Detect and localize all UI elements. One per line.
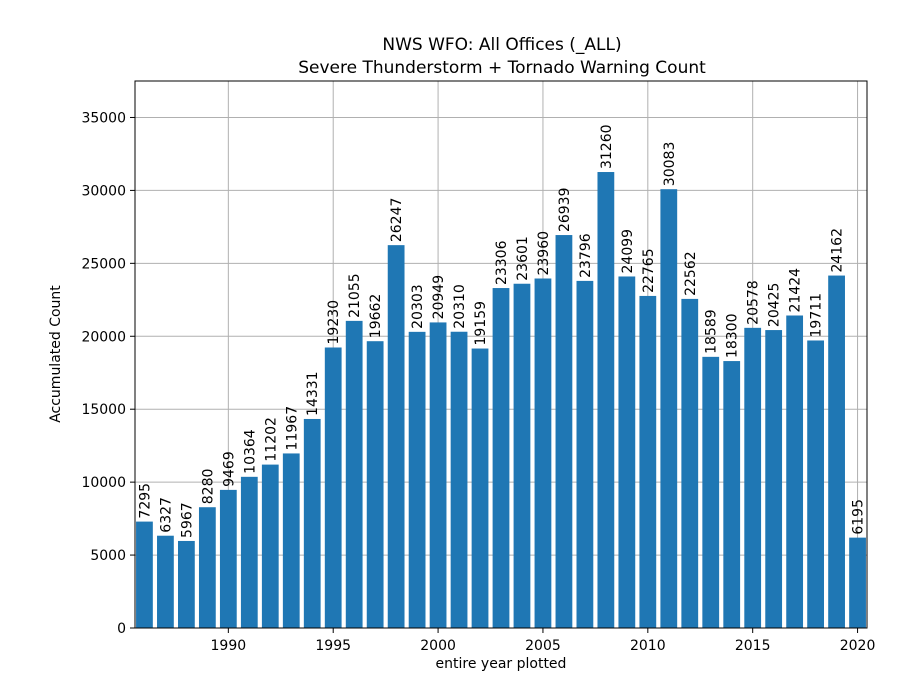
bar-2020: [849, 537, 866, 628]
bar-2006: [555, 235, 573, 628]
bar-label-1993: 11967: [284, 406, 300, 451]
y-tick-label-20000: 20000: [81, 329, 126, 345]
bar-2004: [513, 283, 531, 628]
bar-label-2015: 20578: [746, 280, 762, 325]
x-tick-label-2005: 2005: [525, 638, 561, 654]
x-axis: 1990 1995 2000 2005 2010 2015 2020: [211, 628, 876, 654]
bar-2015: [744, 327, 762, 628]
bar-1995: [324, 347, 342, 628]
bar-2016: [765, 330, 783, 628]
x-tick-label-2015: 2015: [735, 638, 771, 654]
bar-2000: [429, 322, 447, 628]
bar-label-2016: 20425: [767, 283, 783, 328]
bar-1996: [345, 320, 363, 628]
y-axis: 0 5000 10000 15000 20000 25000 30000 35000: [81, 110, 135, 637]
bar-2001: [450, 331, 468, 628]
bar-label-2003: 23306: [494, 240, 510, 285]
y-tick-label-5000: 5000: [90, 548, 126, 564]
bar-2012: [681, 298, 699, 628]
bar-label-1986: 7295: [137, 483, 153, 519]
bar-2003: [492, 288, 510, 628]
bar-2018: [807, 340, 825, 628]
bar-label-1989: 8280: [200, 469, 216, 505]
bar-2013: [702, 356, 720, 628]
bar-2014: [723, 361, 741, 628]
bar-label-2012: 22562: [683, 251, 699, 296]
bar-1987: [157, 535, 174, 628]
bar-label-2018: 19711: [809, 293, 825, 338]
bar-label-2014: 18300: [725, 314, 741, 359]
x-tick-label-2020: 2020: [840, 638, 876, 654]
bar-label-1988: 5967: [179, 502, 195, 538]
y-tick-label-0: 0: [117, 621, 126, 637]
bar-label-1990: 9469: [221, 451, 237, 487]
bar-label-2002: 19159: [473, 301, 489, 346]
bar-label-2010: 22765: [641, 248, 657, 293]
bar-2009: [618, 276, 636, 628]
bar-2011: [660, 189, 678, 628]
y-tick-label-25000: 25000: [81, 256, 126, 272]
x-axis-label: entire year plotted: [436, 656, 567, 672]
bar-2005: [534, 278, 552, 628]
chart-subtitle: Severe Thunderstorm + Tornado Warning Co…: [298, 58, 706, 78]
x-tick-label-1990: 1990: [211, 638, 247, 654]
bar-label-2004: 23601: [515, 236, 531, 281]
bar-label-1996: 21055: [347, 273, 363, 318]
bar-2017: [786, 315, 804, 628]
bar-2008: [597, 172, 615, 628]
y-tick-label-10000: 10000: [81, 475, 126, 491]
bar-label-1997: 19662: [368, 294, 384, 339]
y-axis-label: Accumulated Count: [48, 285, 64, 423]
bar-1992: [261, 464, 279, 628]
bar-2019: [828, 275, 845, 628]
bars: [136, 172, 866, 629]
x-tick-label-2010: 2010: [630, 638, 666, 654]
y-tick-label-30000: 30000: [81, 183, 126, 199]
bar-labels: 7295 6327 5967 8280 9469 10364 11202 11967 14331…: [137, 124, 866, 537]
bar-label-2006: 26939: [557, 188, 573, 233]
bar-1994: [303, 418, 321, 628]
y-tick-label-15000: 15000: [81, 402, 126, 418]
bar-1993: [282, 453, 300, 628]
bar-label-1991: 10364: [242, 429, 258, 474]
bar-1989: [198, 507, 216, 628]
bar-2010: [639, 295, 657, 628]
bar-label-2007: 23796: [578, 233, 594, 278]
bar-label-2019: 24162: [830, 228, 846, 273]
bar-label-1987: 6327: [158, 497, 174, 533]
bar-1998: [387, 245, 405, 629]
bar-label-2013: 18589: [704, 309, 720, 354]
bar-label-1998: 26247: [389, 198, 405, 243]
bar-1986: [136, 521, 153, 628]
bar-label-1999: 20303: [410, 284, 426, 329]
bar-1997: [366, 341, 384, 628]
bar-1999: [408, 331, 426, 628]
x-tick-label-1995: 1995: [315, 638, 351, 654]
y-tick-label-35000: 35000: [81, 110, 126, 126]
bar-1991: [240, 476, 258, 628]
bar-label-2001: 20310: [452, 284, 468, 329]
bar-2007: [576, 280, 594, 628]
bar-label-2011: 30083: [662, 142, 678, 187]
bar-label-2000: 20949: [431, 275, 447, 320]
chart-title: NWS WFO: All Offices (_ALL): [382, 35, 621, 55]
plot-frame: [134, 80, 868, 629]
bar-label-1994: 14331: [305, 371, 321, 416]
bar-label-2005: 23960: [536, 231, 552, 276]
bar-label-2017: 21424: [788, 268, 804, 313]
bar-label-2020: 6195: [851, 499, 867, 535]
bar-label-2008: 31260: [599, 124, 615, 169]
bar-1990: [219, 489, 237, 628]
bar-label-1992: 11202: [263, 417, 279, 462]
bar-label-2009: 24099: [620, 229, 636, 274]
bar-2002: [471, 348, 489, 628]
bar-label-1995: 19230: [326, 300, 342, 345]
bar-1988: [177, 540, 195, 628]
x-tick-label-2000: 2000: [420, 638, 456, 654]
